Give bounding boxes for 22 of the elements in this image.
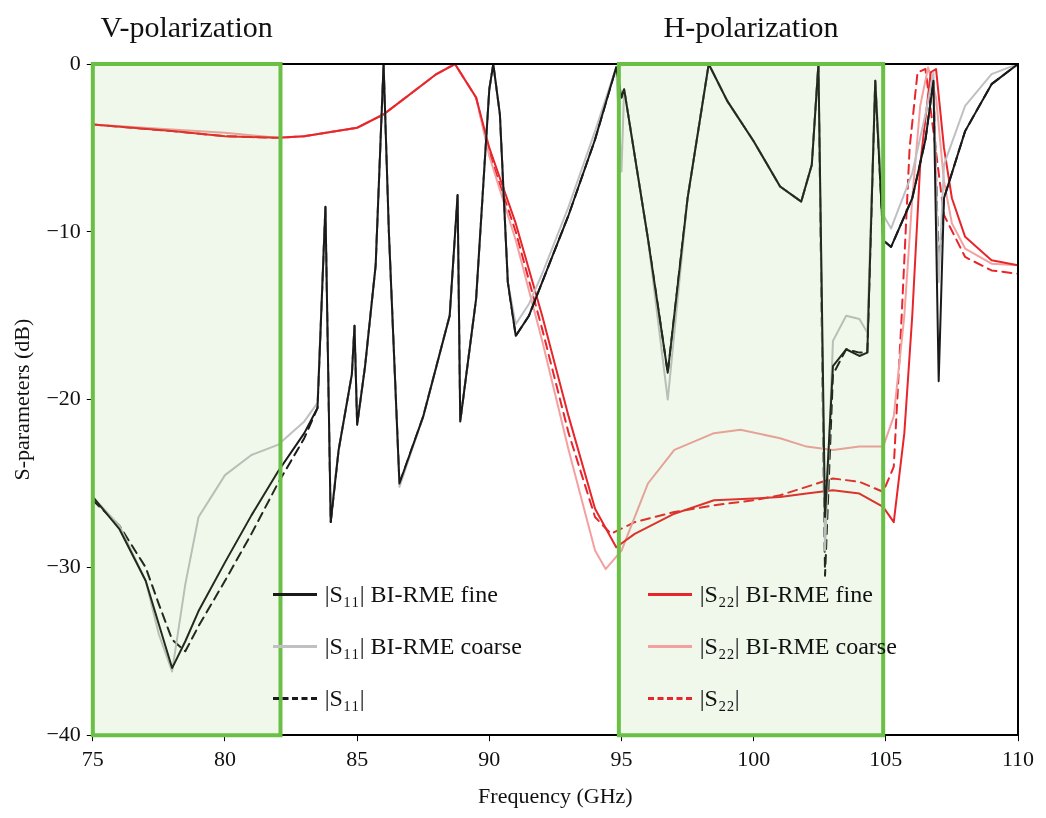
x-tick-label: 110	[1001, 746, 1035, 772]
legend-label: |S₁₁|	[324, 684, 365, 712]
x-tick-label: 90	[478, 746, 501, 772]
y-tick-label: 0	[69, 49, 81, 75]
x-tick-label: 105	[869, 746, 903, 772]
legend-label: |S₂₂| BI-RME fine	[699, 580, 873, 608]
x-tick-label: 85	[346, 746, 369, 772]
x-tick-label: 80	[213, 746, 236, 772]
y-tick-label: −10	[46, 217, 81, 243]
band-label: V-polarization	[100, 9, 273, 43]
legend-label: |S₁₁| BI-RME fine	[324, 580, 498, 608]
legend-label: |S₂₂|	[699, 684, 740, 712]
x-axis-title: Frequency (GHz)	[478, 782, 633, 808]
y-tick-label: −30	[46, 553, 81, 579]
band-label: H-polarization	[663, 9, 839, 43]
legend-label: |S₁₁| BI-RME coarse	[324, 632, 522, 660]
y-tick-label: −40	[46, 720, 81, 746]
x-tick-label: 75	[81, 746, 104, 772]
y-axis-title: S-parameters (dB)	[8, 318, 34, 481]
x-tick-label: 100	[737, 746, 771, 772]
y-tick-label: −20	[46, 385, 81, 411]
x-tick-label: 95	[610, 746, 633, 772]
